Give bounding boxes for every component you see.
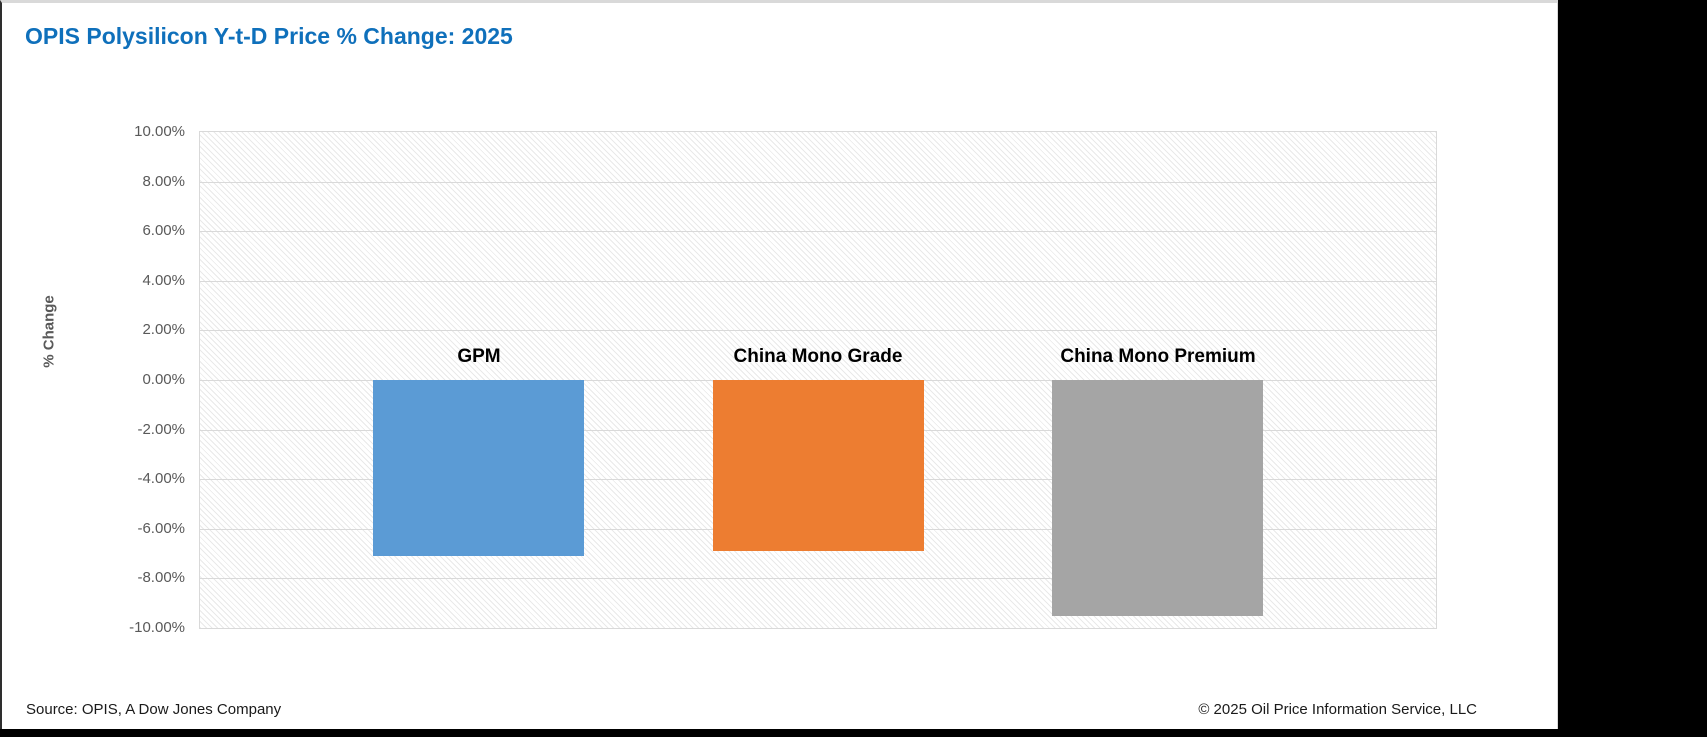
gridline — [200, 330, 1436, 331]
bar-gpm — [373, 380, 584, 556]
category-label: China Mono Premium — [1060, 346, 1256, 367]
y-tick-label: 10.00% — [134, 123, 185, 140]
chart-title: OPIS Polysilicon Y-t-D Price % Change: 2… — [25, 23, 513, 49]
copyright-note: © 2025 Oil Price Information Service, LL… — [1198, 701, 1477, 718]
gridline — [200, 578, 1436, 579]
gridline — [200, 231, 1436, 232]
y-tick-label: 6.00% — [142, 222, 185, 239]
gridline — [200, 281, 1436, 282]
y-tick-label: -8.00% — [137, 569, 185, 586]
y-tick-label: -10.00% — [129, 619, 185, 636]
y-tick-label: 2.00% — [142, 321, 185, 338]
chart-panel: OPIS Polysilicon Y-t-D Price % Change: 2… — [0, 0, 1558, 729]
source-note: Source: OPIS, A Dow Jones Company — [26, 701, 282, 718]
y-tick-label: 8.00% — [142, 173, 185, 190]
gridline — [200, 182, 1436, 183]
y-tick-label: -6.00% — [137, 520, 185, 537]
y-tick-label: 0.00% — [142, 371, 185, 388]
plot-area: GPM China Mono Grade China Mono Premium — [199, 131, 1437, 629]
category-label: China Mono Grade — [733, 346, 903, 367]
category-label: GPM — [457, 346, 501, 367]
y-tick-label: 4.00% — [142, 272, 185, 289]
y-tick-label: -4.00% — [137, 470, 185, 487]
bar-china-mono-grade — [713, 380, 924, 551]
y-axis-title: % Change — [40, 295, 58, 368]
y-tick-label: -2.00% — [137, 421, 185, 438]
bar-china-mono-premium — [1052, 380, 1263, 616]
